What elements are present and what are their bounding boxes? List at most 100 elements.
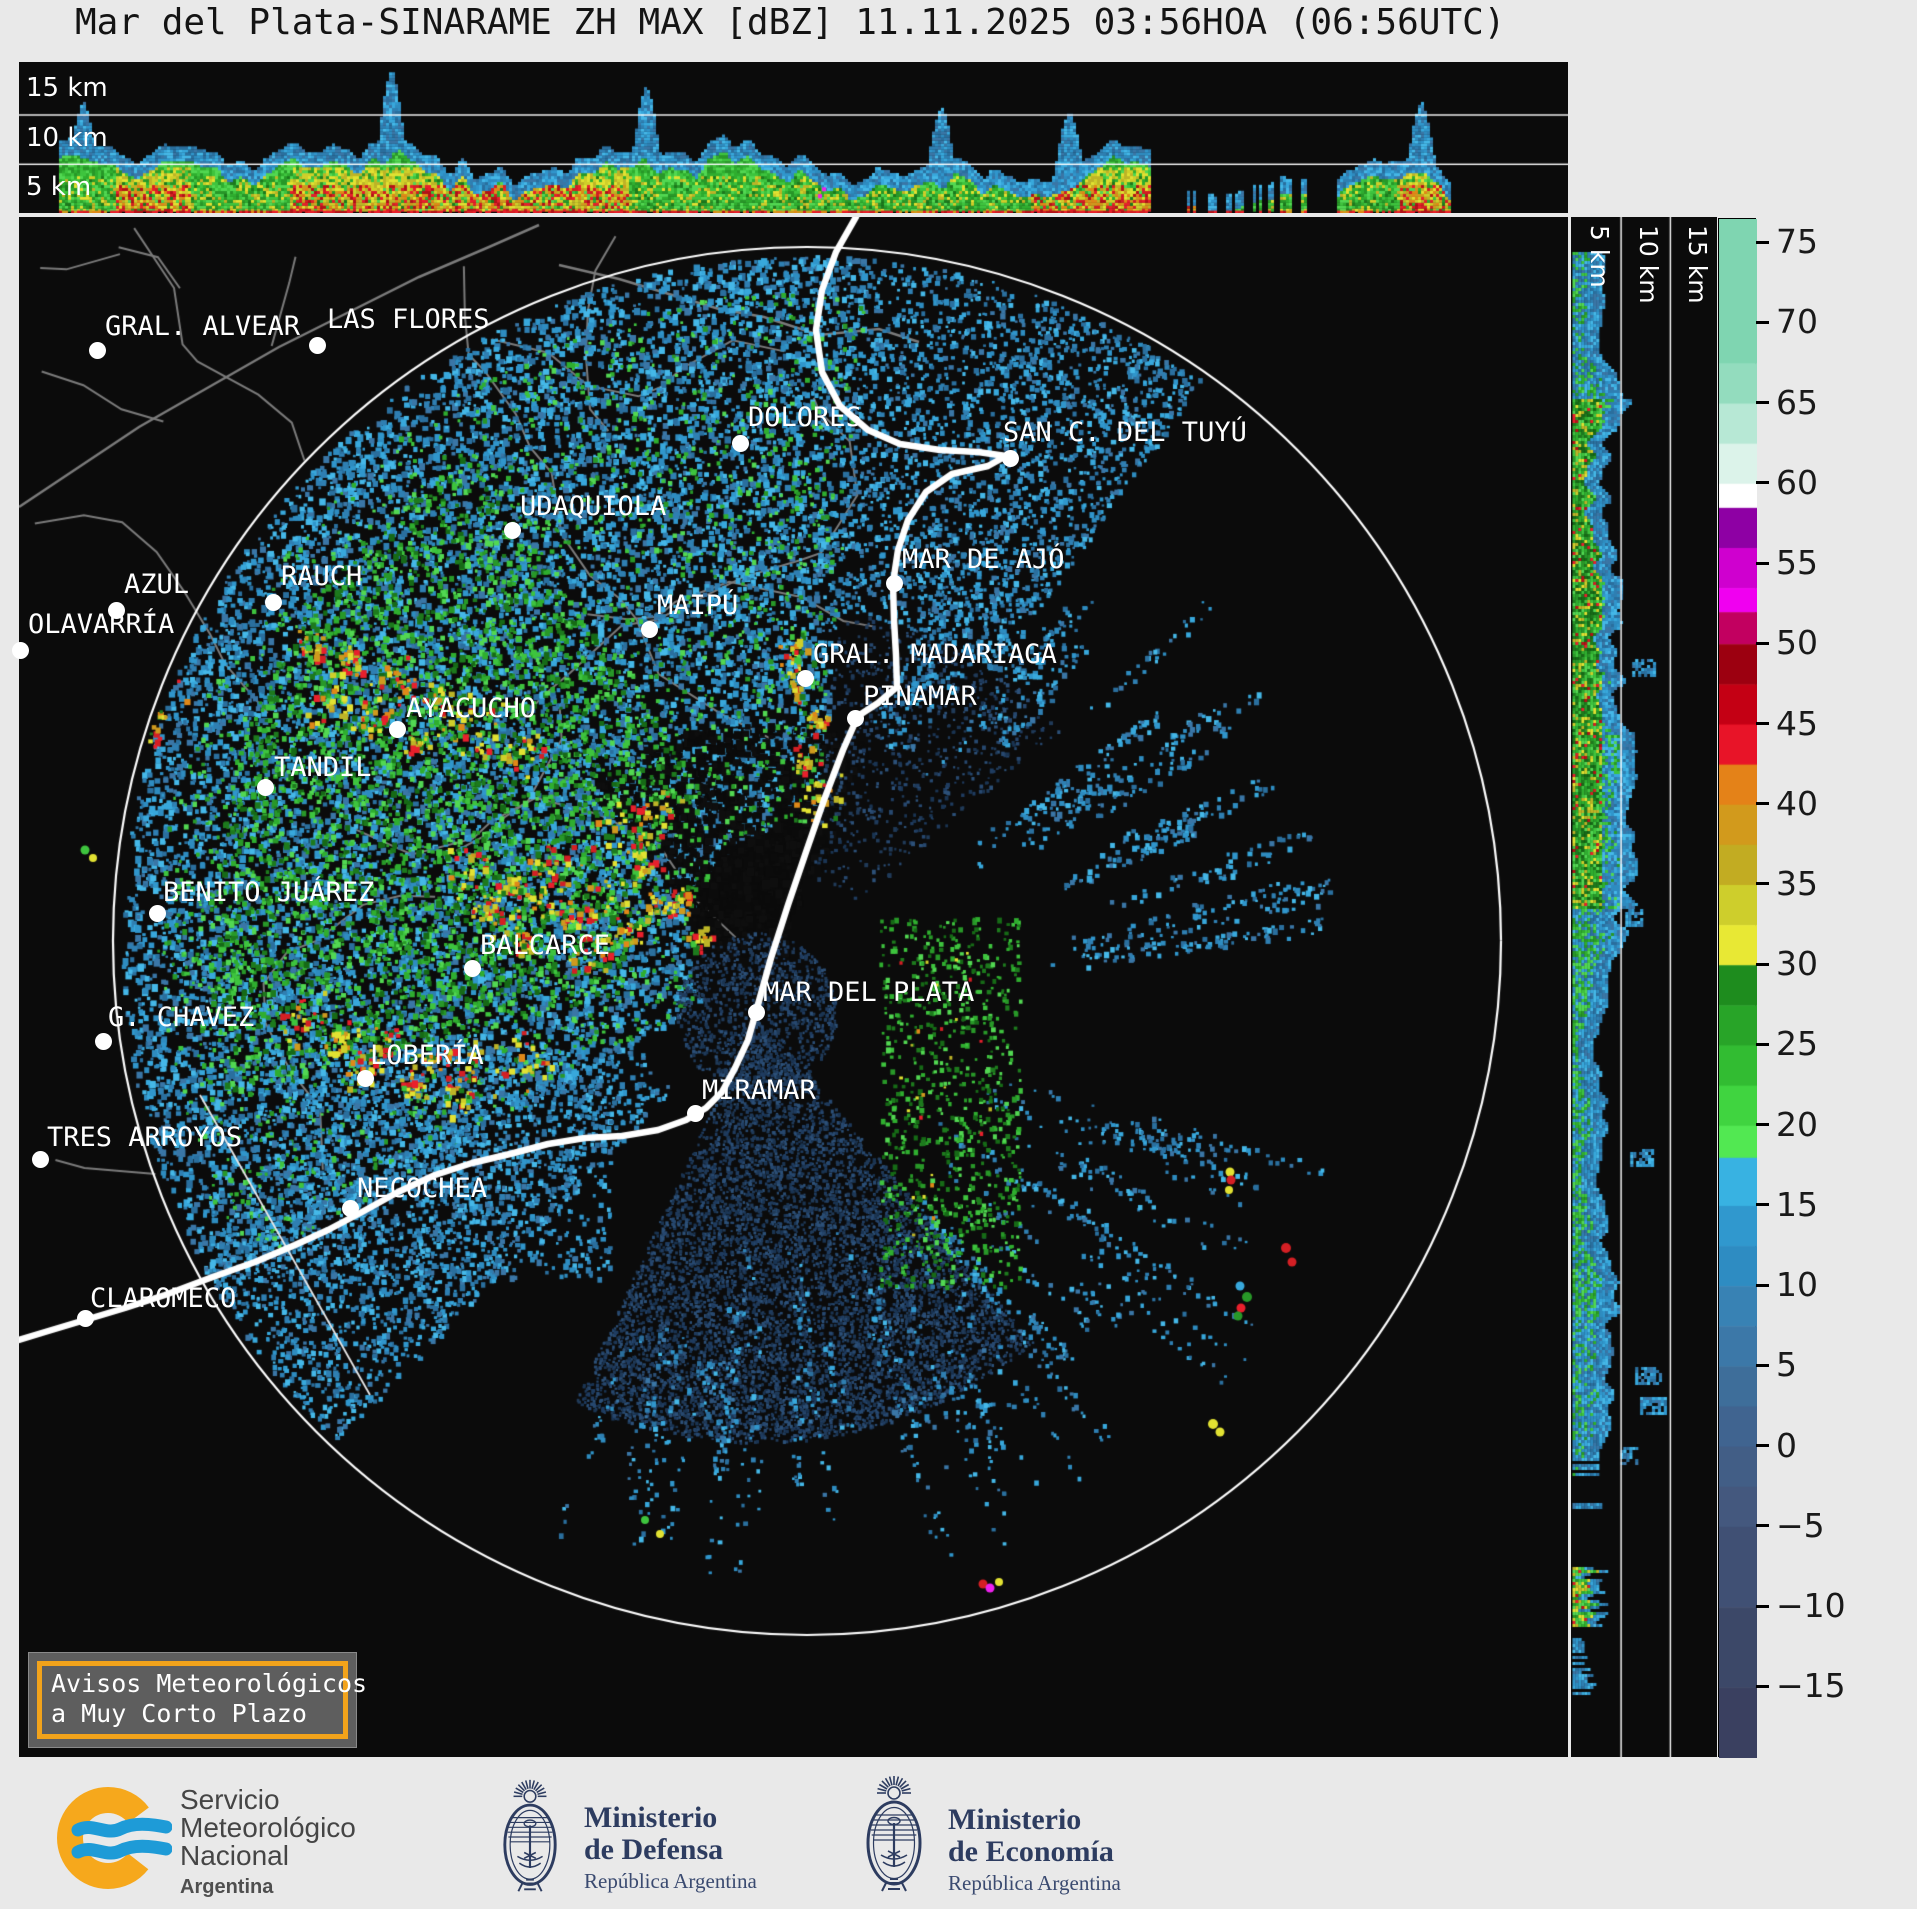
colorbar-tick <box>1756 1203 1769 1207</box>
warnings-link[interactable]: Avisos Meteorológicos a Muy Corto Plazo <box>28 1652 368 1748</box>
top-cross-section-canvas <box>19 62 1568 213</box>
warnings-link-line2: a Muy Corto Plazo <box>51 1699 307 1728</box>
city-dot-tandil <box>256 778 274 796</box>
city-dot-ayacucho <box>388 720 406 738</box>
colorbar-tick-label: 45 <box>1776 703 1818 743</box>
city-label-benito-ju-rez: BENITO JUÁREZ <box>163 877 375 908</box>
colorbar-tick-label: 65 <box>1776 382 1818 422</box>
colorbar-tick-label: 60 <box>1776 462 1818 502</box>
city-label-lober-a: LOBERÍA <box>370 1040 484 1071</box>
defensa-logo-text: Ministerio de Defensa República Argentin… <box>584 1801 757 1894</box>
colorbar-tick <box>1756 1524 1769 1528</box>
city-dot-lober-a <box>356 1069 374 1087</box>
city-dot-las-flores <box>308 336 326 354</box>
cross-section-right-panel: 5 km 10 km 15 km <box>1571 217 1717 1757</box>
colorbar-tick-label: 75 <box>1776 222 1818 262</box>
colorbar: 75 70 65 60 55 50 45 40 35 30 25 20 15 10 5 0 −5 −10 −15 <box>1718 218 1917 1758</box>
colorbar-tick <box>1756 561 1769 565</box>
colorbar-tick-label: 55 <box>1776 543 1818 583</box>
smn-country-label: Argentina <box>180 1876 274 1898</box>
city-dot-gral-alvear <box>88 341 106 359</box>
economia-coat-of-arms-icon <box>866 1776 922 1892</box>
smn-logo-icon <box>57 1787 172 1889</box>
city-label-udaquiola: UDAQUIOLA <box>520 491 667 522</box>
colorbar-tick <box>1756 1444 1769 1448</box>
city-label-mar-de-aj-: MAR DE AJÓ <box>902 544 1065 575</box>
city-dot-san-c-del-tuy- <box>1001 449 1019 467</box>
colorbar-tick-label: 50 <box>1776 623 1818 663</box>
city-label-ayacucho: AYACUCHO <box>406 693 537 724</box>
colorbar-tick <box>1756 1363 1769 1367</box>
altitude-label-5km: 5 km <box>26 172 92 202</box>
colorbar-tick <box>1756 1042 1769 1046</box>
colorbar-tick-label: −15 <box>1776 1666 1846 1706</box>
city-label-tandil: TANDIL <box>274 752 372 783</box>
city-dot-balcarce <box>463 959 481 977</box>
colorbar-tick-label: 5 <box>1776 1345 1797 1385</box>
colorbar-tick-label: 20 <box>1776 1104 1818 1144</box>
radar-ppi-canvas <box>19 217 1568 1757</box>
altitude-label-r-10km: 10 km <box>1634 225 1663 304</box>
city-dot-miramar <box>686 1104 704 1122</box>
city-dot-olavarr-a <box>11 641 29 659</box>
city-dot-mar-del-plata <box>747 1003 765 1021</box>
city-label-azul: AZUL <box>124 569 190 600</box>
colorbar-tick <box>1756 802 1769 806</box>
colorbar-tick <box>1756 722 1769 725</box>
colorbar-tick-label: −10 <box>1776 1586 1846 1626</box>
city-label-claromeco: CLAROMECO <box>90 1283 237 1314</box>
city-label-olavarr-a: OLAVARRÍA <box>28 609 175 640</box>
city-label-las-flores: LAS FLORES <box>327 304 490 335</box>
city-dot-dolores <box>731 434 749 452</box>
city-label-mar-del-plata: MAR DEL PLATA <box>763 977 975 1008</box>
warnings-link-line1: Avisos Meteorológicos <box>51 1669 368 1698</box>
city-dot-g-chavez <box>94 1032 112 1050</box>
altitude-label-r-15km: 15 km <box>1683 225 1712 304</box>
colorbar-tick-label: 10 <box>1776 1265 1818 1305</box>
city-label-tres-arroyos: TRES ARROYOS <box>47 1122 243 1153</box>
colorbar-tick-label: 70 <box>1776 302 1818 342</box>
city-label-pinamar: PINAMAR <box>863 681 977 712</box>
altitude-label-10km: 10 km <box>26 123 108 153</box>
defensa-coat-of-arms-icon <box>503 1779 557 1892</box>
page-title: Mar del Plata-SINARAME ZH MAX [dBZ] 11.1… <box>75 2 1506 43</box>
altitude-label-r-5km: 5 km <box>1585 225 1614 288</box>
city-label-necochea: NECOCHEA <box>357 1173 488 1204</box>
city-label-balcarce: BALCARCE <box>480 930 611 961</box>
city-dot-mar-de-aj- <box>885 574 903 592</box>
city-dot-claromeco <box>76 1309 94 1327</box>
city-label-rauch: RAUCH <box>281 561 363 592</box>
city-dot-maip- <box>640 620 658 638</box>
city-dot-udaquiola <box>503 521 521 539</box>
colorbar-canvas <box>1719 219 1757 1758</box>
radar-map-panel: GRAL. ALVEAR LAS FLORES DOLORES SAN C. DEL … <box>11 217 1568 1757</box>
colorbar-tick <box>1756 962 1769 966</box>
colorbar-tick-label: 25 <box>1776 1024 1818 1064</box>
colorbar-frame <box>1718 218 1757 1758</box>
colorbar-tick-label: 30 <box>1776 944 1818 984</box>
colorbar-tick-label: −5 <box>1776 1505 1825 1545</box>
colorbar-tick <box>1756 1123 1769 1127</box>
colorbar-tick <box>1756 1283 1769 1287</box>
cross-section-top-panel: 15 km 10 km 5 km <box>19 62 1568 213</box>
colorbar-tick <box>1756 1684 1769 1688</box>
city-label-dolores: DOLORES <box>748 402 862 433</box>
city-label-gral-madariaga: GRAL. MADARIAGA <box>813 639 1057 670</box>
colorbar-tick-label: 40 <box>1776 783 1818 823</box>
colorbar-tick <box>1756 641 1769 645</box>
city-label-san-c-del-tuy-: SAN C. DEL TUYÚ <box>1003 417 1247 448</box>
city-dot-necochea <box>341 1199 359 1217</box>
warnings-link-frame: Avisos Meteorológicos a Muy Corto Plazo <box>37 1661 368 1739</box>
city-dot-pinamar <box>846 709 864 727</box>
city-label-gral-alvear: GRAL. ALVEAR <box>105 311 301 342</box>
city-dot-benito-ju-rez <box>148 904 166 922</box>
city-dot-tres-arroyos <box>31 1150 49 1168</box>
right-cross-section-canvas <box>1571 217 1717 1757</box>
colorbar-tick <box>1756 401 1769 405</box>
city-label-g-chavez: G. CHAVEZ <box>108 1002 255 1033</box>
colorbar-tick <box>1756 240 1769 244</box>
smn-logo-text: Servicio Meteorológico Nacional Argentin… <box>180 1786 356 1901</box>
colorbar-tick <box>1756 481 1769 485</box>
city-label-miramar: MIRAMAR <box>702 1075 816 1106</box>
